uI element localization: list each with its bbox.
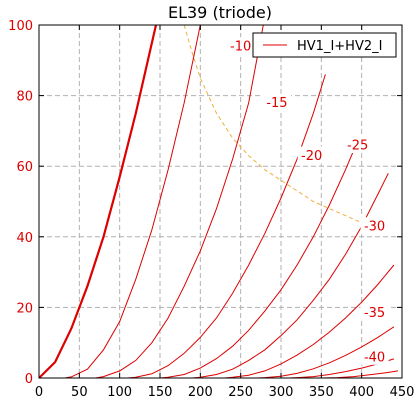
legend: HV1_I+HV2_I	[252, 32, 397, 58]
x-tick-label: 400	[349, 385, 374, 400]
series-line-grid-minus-30	[224, 264, 395, 378]
x-tick-label: 350	[309, 385, 334, 400]
chart-title: EL39 (triode)	[168, 3, 272, 22]
series-line-grid-0	[39, 25, 158, 378]
curve-label-bg	[297, 146, 326, 164]
curve-label: -10	[230, 40, 251, 55]
curve-label: -35	[364, 306, 385, 321]
curve-label: -15	[266, 96, 287, 111]
dissipation-curve	[183, 25, 378, 231]
x-tick-label: 150	[148, 385, 173, 400]
y-tick-label: 80	[16, 90, 33, 105]
curve-label-bg	[226, 37, 255, 55]
y-tick-label: 20	[16, 301, 33, 316]
curve-label-bg	[262, 93, 291, 111]
curves	[39, 25, 399, 378]
x-tick-label: 200	[188, 385, 213, 400]
plot-frame	[38, 24, 403, 379]
legend-entry-text: HV1_I+HV2_I	[297, 39, 382, 54]
series-line-grid-minus-25	[192, 173, 389, 378]
y-tick-label: 100	[8, 19, 33, 34]
y-tick-label: 0	[25, 372, 33, 387]
curve-label-bg	[360, 217, 389, 235]
curve-label-bg	[360, 347, 389, 365]
series-line-grid-minus-10	[95, 25, 264, 378]
curve-label-bg	[360, 303, 389, 321]
x-tick-label: 100	[107, 385, 132, 400]
curve-labels: -10 -15 -20 -25 -30 -35 -40	[226, 37, 389, 365]
curve-label: -25	[347, 139, 368, 154]
series-line-grid-minus-45	[321, 370, 399, 378]
grid	[39, 25, 402, 378]
series-line-grid-minus-5	[64, 25, 201, 378]
x-tick-label: 50	[71, 385, 88, 400]
curve-label-bg	[343, 136, 372, 154]
y-tick-label: 40	[16, 231, 33, 246]
curve-label: -40	[364, 350, 385, 365]
series-line-grid-minus-20	[159, 144, 357, 378]
curve-label: -20	[301, 149, 322, 164]
x-tick-label: 450	[390, 385, 415, 400]
x-tick-label: 0	[35, 385, 43, 400]
axis-ticks: 0 50 100 150 200 250 300 350 400 450 0 20 40 60 80 100	[8, 19, 414, 400]
y-tick-label: 60	[16, 160, 33, 175]
x-tick-label: 250	[228, 385, 253, 400]
x-tick-label: 300	[269, 385, 294, 400]
series-line-grid-minus-15	[127, 74, 326, 378]
curve-label: -30	[364, 220, 385, 235]
series-line-grid-minus-35	[256, 326, 395, 378]
